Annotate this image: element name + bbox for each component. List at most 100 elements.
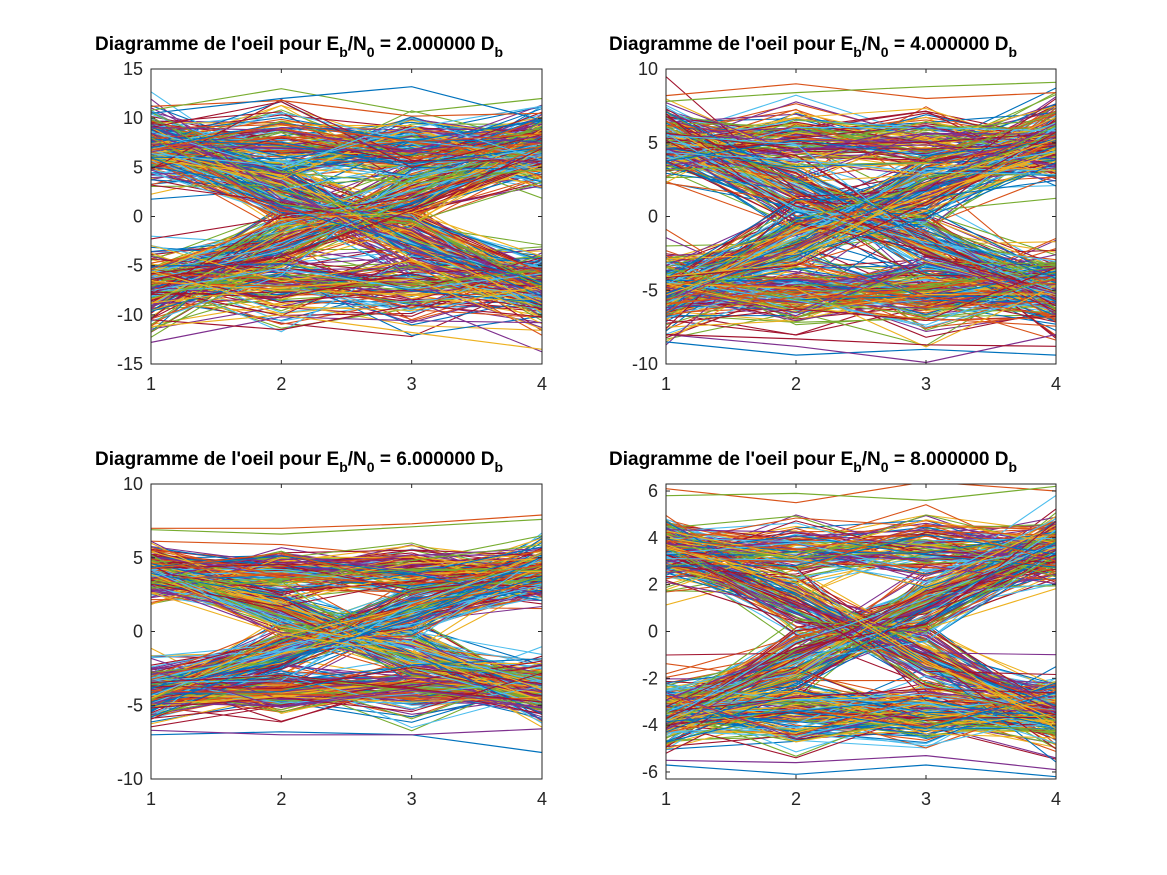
x-tick-label: 2: [276, 789, 286, 809]
eye-trace: [666, 107, 1056, 153]
eye-trace: [666, 690, 1056, 728]
eye-trace: [666, 537, 1056, 543]
eye-trace: [151, 126, 542, 297]
eye-trace: [151, 101, 542, 169]
y-tick-label: -5: [127, 695, 143, 715]
x-tick-label: 1: [661, 789, 671, 809]
eye-trace: [666, 138, 1056, 293]
eye-trace: [151, 672, 542, 713]
y-tick-label: -4: [642, 715, 658, 735]
eye-trace: [666, 547, 1056, 722]
eye-trace: [151, 278, 542, 330]
eye-trace: [151, 570, 542, 694]
eye-trace: [151, 553, 542, 699]
eye-trace: [666, 145, 1056, 299]
eye-traces: [151, 91, 542, 353]
eye-trace: [151, 580, 542, 608]
eye-trace: [151, 123, 542, 151]
y-tick-label: -10: [117, 769, 143, 789]
eye-trace: [151, 585, 542, 697]
eye-trace: [666, 581, 1056, 709]
series-line-5: [151, 304, 542, 331]
series-line-3: [666, 764, 1056, 778]
eye-trace: [151, 127, 542, 153]
eye-trace: [666, 697, 1056, 737]
y-tick-label: 10: [638, 59, 658, 79]
eye-trace: [666, 701, 1056, 745]
eye-trace: [666, 273, 1056, 302]
subplot-title: Diagramme de l'oeil pour Eb/N0 = 4.00000…: [609, 34, 1017, 60]
y-tick-label: 4: [648, 528, 658, 548]
series-line-3: [666, 341, 1056, 356]
eye-trace: [666, 161, 1056, 277]
y-tick-label: 5: [648, 133, 658, 153]
eye-trace: [151, 263, 542, 304]
outlier-series-group: [151, 514, 542, 754]
eye-trace: [666, 147, 1056, 279]
title-sub1: b: [339, 44, 348, 60]
series-line-4: [151, 728, 542, 736]
eye-trace: [151, 674, 542, 707]
eye-trace: [151, 548, 542, 586]
eye-trace: [666, 132, 1056, 262]
eye-trace: [151, 687, 542, 709]
title-prefix: Diagramme de l'oeil pour E: [95, 449, 339, 470]
eye-trace: [151, 155, 542, 284]
eye-trace: [666, 132, 1056, 180]
eye-trace: [151, 269, 542, 329]
series-line-3: [151, 86, 542, 121]
eye-trace: [151, 565, 542, 701]
outlier-series-group: [666, 484, 1056, 778]
y-tick-label: 5: [133, 157, 143, 177]
eye-trace: [666, 102, 1056, 161]
eye-trace: [151, 582, 542, 677]
x-tick-label: 3: [921, 789, 931, 809]
eye-trace: [151, 552, 542, 586]
eye-trace: [666, 555, 1056, 726]
x-tick-label: 3: [407, 789, 417, 809]
x-tick-label: 4: [537, 789, 547, 809]
eye-trace: [666, 524, 1056, 587]
x-tick-label: 4: [537, 374, 547, 394]
subplot-title: Diagramme de l'oeil pour Eb/N0 = 8.00000…: [609, 449, 1017, 475]
eye-trace: [666, 139, 1056, 162]
eye-trace: [666, 529, 1056, 561]
eye-trace: [666, 283, 1056, 348]
eye-trace: [151, 559, 542, 683]
eye-trace: [151, 568, 542, 584]
eye-trace: [151, 551, 542, 587]
y-tick-label: -6: [642, 762, 658, 782]
y-tick-label: 0: [133, 207, 143, 227]
eye-trace: [666, 138, 1056, 278]
x-tick-label: 3: [921, 374, 931, 394]
eye-traces: [666, 76, 1056, 348]
y-tick-label: 5: [133, 548, 143, 568]
title-sub3: b: [494, 44, 503, 60]
title-mid: /N: [348, 34, 367, 55]
y-tick-label: 0: [133, 622, 143, 642]
eye-trace: [151, 111, 542, 187]
title-sub3: b: [1008, 44, 1017, 60]
eye-trace: [666, 151, 1056, 176]
eye-trace: [151, 573, 542, 690]
series-line-5: [666, 333, 1056, 347]
eye-trace: [666, 295, 1056, 317]
eye-trace: [151, 137, 542, 289]
eye-trace: [666, 132, 1056, 150]
eye-trace: [151, 556, 542, 708]
eye-trace: [666, 523, 1056, 567]
title-sub2: 0: [367, 459, 375, 475]
title-prefix: Diagramme de l'oeil pour E: [609, 34, 853, 55]
title-sub2: 0: [881, 459, 889, 475]
outlier-series-group: [151, 86, 542, 350]
subplot-title: Diagramme de l'oeil pour Eb/N0 = 2.00000…: [95, 34, 503, 60]
eye-trace: [666, 588, 1056, 727]
eye-trace: [666, 125, 1056, 298]
eye-trace: [151, 555, 542, 602]
eye-trace: [151, 561, 542, 604]
eye-trace: [666, 132, 1056, 303]
eye-trace: [151, 670, 542, 708]
